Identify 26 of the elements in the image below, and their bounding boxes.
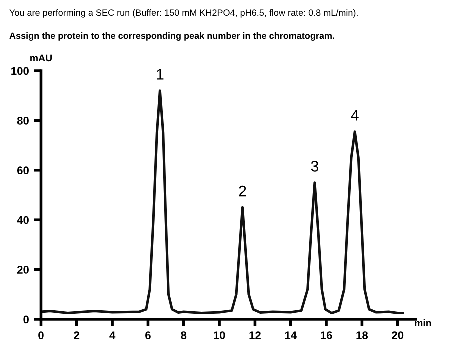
annotation: 4 (351, 110, 359, 121)
x-tick-label: 4 (110, 332, 116, 340)
y-tick-label: 80 (17, 116, 29, 125)
x-tick-label: 6 (146, 332, 151, 340)
x-tick-label: 14 (285, 332, 297, 340)
annotation: 3 (311, 161, 319, 172)
y-tick-label: 60 (17, 166, 29, 175)
annotation: 1 (157, 69, 164, 80)
x-tick-label: 18 (356, 332, 368, 340)
x-tick-label: 20 (392, 332, 404, 340)
chart-title: You are performing a SEC run (Buffer: 150 mM KH2PO4, pH6.5, flow rate: 0.8 mL/min). (10, 9, 358, 18)
line-series (41, 90, 404, 315)
y-tick-label: 40 (17, 216, 29, 224)
annotation: 2 (239, 186, 246, 197)
x-tick-label: 2 (74, 332, 80, 340)
y-tick-label: 100 (12, 67, 29, 76)
x-tick-label: 0 (38, 332, 44, 340)
x-tick-label: 16 (321, 332, 332, 340)
chart-subtitle: Assign the protein to the corresponding peak number in the chromatogram. (10, 32, 334, 41)
x-tick-label: 12 (250, 332, 261, 340)
x-tick-label: 8 (181, 332, 187, 340)
y-tick-label: 0 (24, 316, 29, 324)
x-tick-label: 10 (214, 332, 226, 340)
y-tick-label: 20 (17, 266, 29, 274)
x-axis-title: min (415, 320, 432, 327)
y-axis-title: mAU (30, 54, 52, 62)
